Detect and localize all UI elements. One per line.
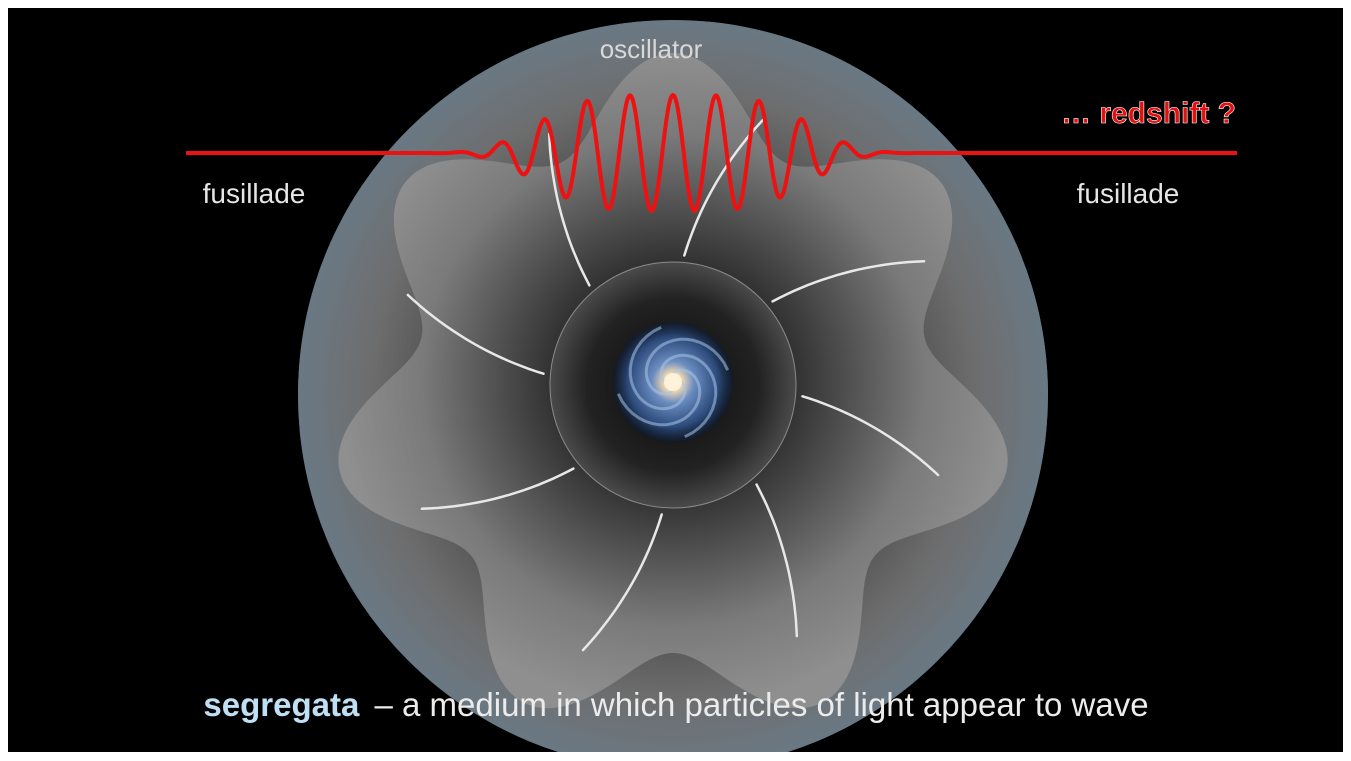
artwork [298, 20, 1048, 761]
slide: oscillator … redshift ? fusillade fusill… [0, 0, 1351, 761]
caption: segregata – a medium in which particles … [203, 686, 1148, 723]
caption-term: segregata [203, 686, 360, 723]
page: oscillator … redshift ? fusillade fusill… [0, 0, 1351, 761]
fusillade-left-label: fusillade [203, 178, 306, 209]
redshift-label: … redshift ? [1061, 97, 1236, 130]
caption-definition: – a medium in which particles of light a… [375, 686, 1149, 723]
oscillator-label: oscillator [600, 34, 703, 64]
galaxy-core [664, 373, 682, 391]
fusillade-right-label: fusillade [1077, 178, 1180, 209]
